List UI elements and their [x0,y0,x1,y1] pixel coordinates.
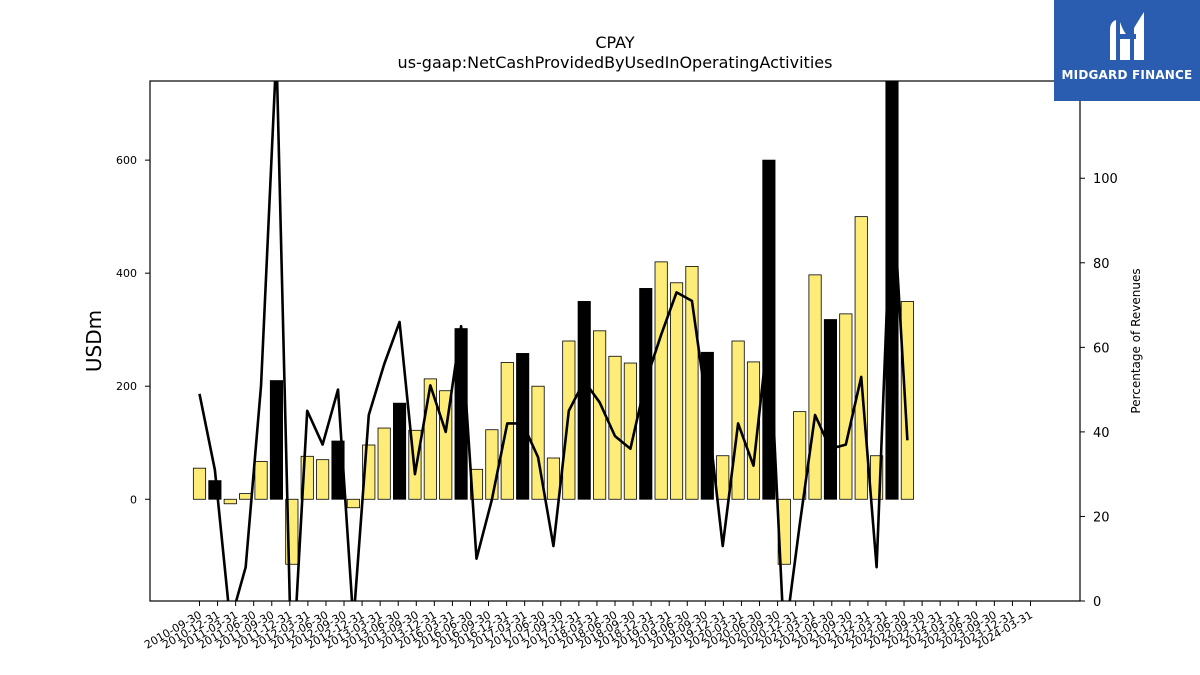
y2-tick-label: 20 [1093,510,1110,525]
bar-2020-06-30 [793,411,807,500]
logo: MIDGARD FINANCE [1054,0,1200,101]
bar-2015-06-30 [485,429,499,500]
bar-2011-12-31 [269,380,284,500]
bar-2015-09-30 [500,362,514,500]
bar-2017-06-30 [608,355,622,500]
line-series [198,81,909,601]
bar-2021-03-31 [839,313,853,500]
bar-series [192,81,914,565]
y2-tick-label: 40 [1093,426,1110,441]
bar-2021-06-30 [854,216,868,500]
y2-tick-label: 100 [1093,172,1118,187]
logo-text: MIDGARD FINANCE [1061,68,1193,82]
bar-2013-03-31 [346,498,360,509]
bar-2012-09-30 [316,459,330,500]
chart-title: CPAY [595,33,635,52]
bar-2011-09-30 [254,460,268,500]
left-axis: 0 200 400 600 [116,154,150,506]
bar-2020-12-31 [823,319,837,500]
bar-2010-12-31 [208,480,222,500]
bar-2013-09-30 [377,427,391,500]
y-tick-label: 600 [116,154,137,167]
bar-2016-12-31 [577,301,591,500]
bar-2019-09-30 [746,361,761,500]
bar-2016-06-30 [546,457,560,500]
y-tick-label: 200 [116,380,137,393]
revenue-percentage-line [198,81,909,601]
bar-2019-03-31 [716,455,730,500]
x-axis: 2010-09-302010-12-312011-03-312011-06-30… [142,601,1035,652]
y2-axis-label: Percentage of Revenues [1129,268,1143,413]
bar-2020-09-30 [808,274,822,500]
bar-2019-06-30 [731,340,745,500]
bar-2010-09-30 [192,467,207,500]
bar-2017-03-31 [593,330,607,500]
bar-2011-03-31 [223,498,237,505]
y-axis-label: USDm [82,310,106,372]
bar-2013-12-31 [392,402,407,500]
right-axis: 0 20 40 60 80 100 [1080,172,1118,610]
y-tick-label: 400 [116,267,137,280]
bar-2018-06-30 [670,282,684,500]
y2-tick-label: 0 [1093,595,1101,610]
bar-2017-12-31 [639,288,653,500]
y2-tick-label: 80 [1093,257,1110,272]
bar-2018-03-31 [654,261,668,500]
logo-mark-icon [1110,12,1144,60]
y2-tick-label: 60 [1093,341,1110,356]
y-tick-label: 0 [130,493,137,506]
chart-subtitle: us-gaap:NetCashProvidedByUsedInOperating… [398,53,833,72]
bar-2011-06-30 [239,493,253,500]
bar-2022-03-31 [900,301,914,500]
bar-2017-09-30 [623,362,637,500]
